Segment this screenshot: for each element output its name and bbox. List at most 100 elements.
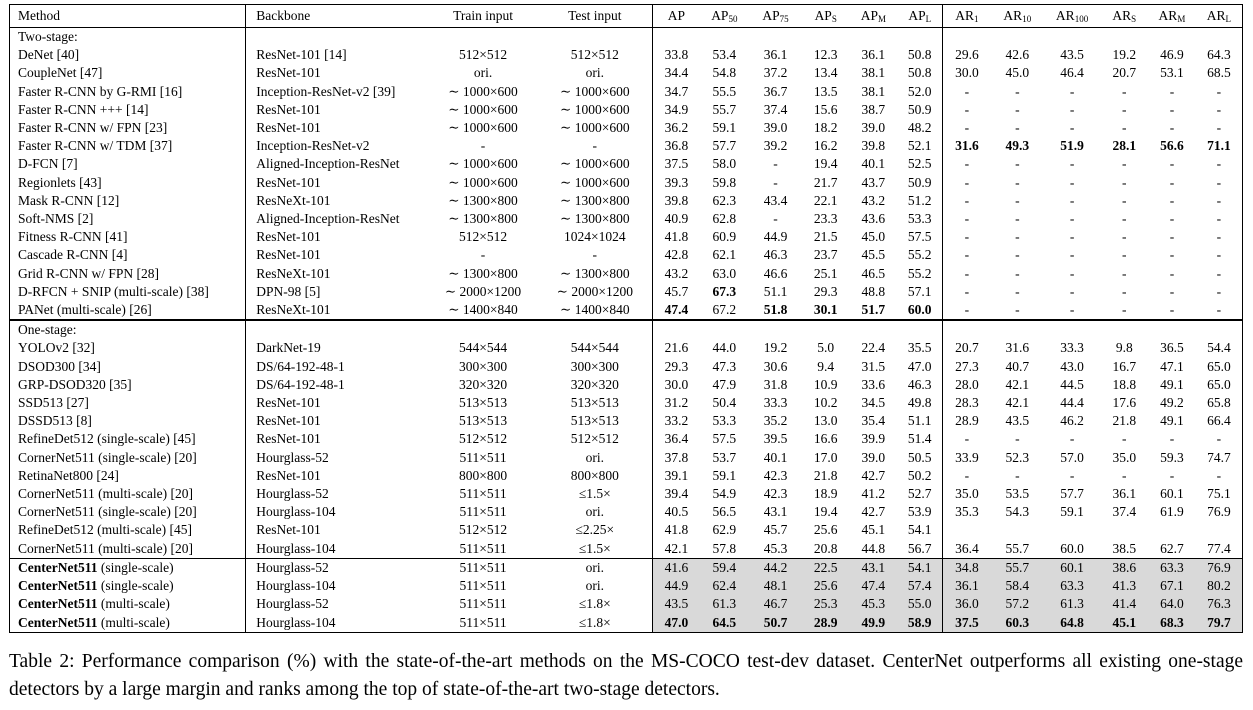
metric-cell: 55.7	[990, 557, 1044, 578]
header-metric-base: AP	[667, 8, 686, 23]
metric-cell: 44.9	[763, 229, 788, 245]
metric-cell: -	[1169, 467, 1175, 483]
metric-cell: 37.5	[651, 155, 700, 174]
table-row: Grid R-CNN w/ FPN [28] ResNeXt-101 ∼ 1300×…	[8, 264, 1243, 283]
metric-cell: 36.0	[941, 595, 991, 614]
metric-cell: 38.1	[861, 83, 886, 99]
test-input-cell: ∼ 2000×1200	[556, 283, 633, 299]
header-metric: AP75	[748, 4, 803, 28]
backbone-cell: ResNet-101	[245, 412, 429, 431]
table-body: Two-stage: DeNet [40] ResNet-101 [14] 512×5…	[8, 27, 1243, 633]
method-cell: CornerNet511 (multi-scale) [20]	[8, 539, 246, 559]
header-metric-subscript: S	[831, 14, 837, 24]
method-name: CenterNet511	[18, 596, 98, 612]
metric-cell: -	[1069, 120, 1075, 136]
table-row: YOLOv2 [32] DarkNet-19 544×544 544×544 21.6 4…	[8, 339, 1243, 358]
metric-cell: 41.8	[651, 228, 700, 247]
metric-cell: 39.8	[861, 138, 886, 154]
method-cell: Grid R-CNN w/ FPN [28]	[8, 264, 246, 283]
section-filler	[748, 319, 803, 340]
train-input-cell: 511×511	[428, 557, 538, 578]
metric-cell: 55.2	[907, 247, 932, 263]
metric-cell: -	[1069, 247, 1075, 263]
header-metric-base: AR	[1055, 8, 1075, 23]
metric-cell: 54.1	[897, 557, 943, 578]
metric-cell: -	[1015, 101, 1020, 117]
metric-cell: -	[1069, 467, 1075, 483]
metric-cell: 76.9	[1195, 503, 1243, 522]
table-caption: Table 2: Performance comparison (%) with…	[9, 651, 1243, 700]
metric-cell: -	[1195, 210, 1243, 229]
train-input-cell: 511×511	[459, 596, 507, 612]
metric-cell: -	[1122, 229, 1127, 245]
metric-cell: 54.9	[712, 486, 737, 502]
table-row: Regionlets [43] ResNet-101 ∼ 1000×600 ∼ 100…	[8, 173, 1243, 192]
metric-cell	[991, 521, 1044, 539]
metric-cell: -	[1069, 174, 1075, 190]
metric-cell: 61.9	[1160, 504, 1184, 520]
metric-cell: -	[1169, 120, 1175, 136]
metric-cell: 36.8	[651, 137, 700, 156]
metric-cell: 22.4	[861, 340, 886, 356]
section-filler	[1148, 319, 1196, 340]
metric-cell: 16.6	[813, 431, 838, 447]
metric-cell: 46.5	[861, 265, 886, 281]
metric-cell: 18.2	[813, 120, 838, 136]
table-row: CornerNet511 (single-scale) [20] Hourglas…	[8, 448, 1243, 467]
metric-cell: -	[1069, 83, 1075, 99]
metric-cell: 57.7	[1060, 486, 1084, 502]
backbone-cell: ResNeXt-101	[245, 191, 429, 211]
metric-cell: -	[941, 430, 991, 449]
metric-cell: 57.8	[712, 540, 737, 556]
metric-cell: 55.7	[712, 101, 737, 117]
metric-cell: 46.2	[1060, 413, 1084, 429]
metric-cell: 42.1	[651, 539, 700, 559]
metric-cell: 52.3	[1005, 449, 1030, 465]
test-input-cell: 544×544	[570, 340, 619, 356]
header-metric-base: AR	[955, 8, 974, 23]
metric-cell: 28.0	[941, 375, 991, 395]
metric-cell: 61.3	[1043, 595, 1101, 614]
metric-cell: 10.9	[813, 376, 838, 392]
backbone-cell: Hourglass-104	[245, 539, 429, 559]
metric-cell: 50.9	[907, 174, 932, 190]
section-filler	[802, 28, 849, 47]
metric-cell: 40.1	[861, 156, 886, 172]
metric-cell: 34.9	[651, 100, 700, 120]
section-filler	[849, 319, 898, 340]
backbone-cell: Hourglass-52	[245, 448, 429, 467]
table-row: SSD513 [27] ResNet-101 513×513 513×513 31.2 5…	[8, 394, 1243, 413]
metric-cell: 25.3	[802, 595, 850, 614]
metric-cell: 65.0	[1195, 375, 1243, 395]
metric-cell: 56.5	[712, 504, 737, 520]
section-filler	[700, 28, 749, 47]
metric-cell: -	[941, 301, 991, 321]
metric-cell: 62.1	[712, 247, 737, 263]
method-cell: Mask R-CNN [12]	[8, 191, 246, 211]
metric-cell: 16.2	[813, 138, 838, 154]
metric-cell: 57.5	[907, 229, 932, 245]
header-metric-subscript: 1	[974, 14, 979, 24]
section-filler	[1195, 319, 1243, 340]
metric-cell: 62.3	[712, 192, 737, 208]
metric-cell: -	[941, 82, 991, 101]
metric-cell: 23.3	[813, 211, 838, 227]
metric-cell: -	[941, 155, 991, 174]
section-filler	[651, 319, 700, 340]
table-row: RefineDet512 (single-scale) [45] ResNet-1…	[8, 430, 1243, 449]
metric-cell: 21.7	[813, 174, 838, 190]
metric-cell: 43.1	[849, 557, 898, 578]
metric-cell	[941, 521, 991, 540]
method-name: CenterNet511	[18, 559, 98, 575]
backbone-cell: ResNeXt-101	[245, 301, 429, 321]
train-input-cell: 800×800	[458, 467, 508, 483]
metric-cell: -	[1169, 229, 1175, 245]
train-input-cell: 512×512	[458, 229, 508, 245]
metric-cell: 63.3	[1148, 557, 1196, 578]
backbone-cell: Hourglass-104	[245, 577, 429, 596]
metric-cell: 36.7	[763, 83, 788, 99]
metric-cell: 39.4	[651, 485, 700, 504]
test-input-cell: -	[592, 247, 598, 263]
metric-cell: 50.8	[907, 65, 932, 81]
metric-cell: -	[1015, 120, 1020, 136]
